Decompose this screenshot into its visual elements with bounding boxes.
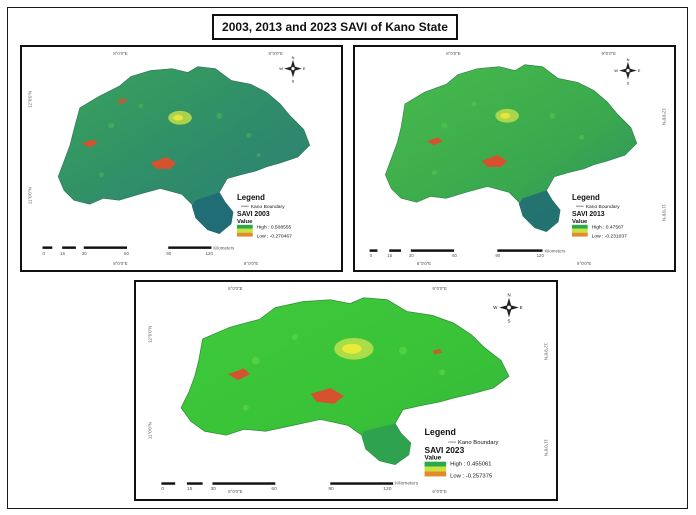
legend-heading: Legend (237, 193, 265, 202)
svg-text:Kilometers: Kilometers (395, 480, 419, 486)
svg-text:12°0'0"N: 12°0'0"N (543, 343, 548, 360)
svg-text:Low : -0.257375: Low : -0.257375 (450, 473, 493, 479)
svg-text:90: 90 (328, 486, 334, 492)
svg-text:Kilometers: Kilometers (544, 248, 566, 253)
svg-text:Kilometers: Kilometers (213, 245, 235, 250)
svg-text:11°0'0"N: 11°0'0"N (148, 422, 153, 439)
svg-text:90: 90 (166, 251, 171, 256)
figure-title: 2003, 2013 and 2023 SAVI of Kano State (212, 14, 458, 40)
legend-2003: Legend Kano Boundary SAVI 2003 Value Hig… (235, 192, 326, 246)
lon-label-top-left: 8°0'0"E (113, 51, 128, 56)
svg-text:Kano Boundary: Kano Boundary (586, 204, 620, 210)
kano-state-map (384, 64, 638, 233)
svg-text:Legend: Legend (572, 193, 600, 202)
svg-text:SAVI 2013: SAVI 2013 (572, 211, 605, 218)
lat-label-upper: 12°0'0"N (28, 91, 33, 108)
svg-text:12°0'0"N: 12°0'0"N (148, 326, 153, 343)
svg-text:9°0'0"E: 9°0'0"E (601, 51, 616, 56)
svg-text:E: E (520, 305, 523, 310)
svg-text:8°0'0"E: 8°0'0"E (228, 286, 243, 291)
map-svg-2023: 8°0'0"E 9°0'0"E 8°0'0"E 9°0'0"E 12°0'0"N… (148, 286, 549, 494)
north-arrow-icon: N S E W (279, 55, 306, 84)
map-svg-2003: 8°0'0"E 9°0'0"E 8°0'0"E 9°0'0"E 12°0'0"N… (28, 51, 326, 266)
svg-text:12°0'0"N: 12°0'0"N (661, 108, 666, 125)
svg-text:8°0'0"E: 8°0'0"E (417, 261, 432, 266)
map-panel-2003: 8°0'0"E 9°0'0"E 8°0'0"E 9°0'0"E 12°0'0"N… (20, 45, 343, 272)
svg-text:9°0'0"E: 9°0'0"E (432, 286, 447, 291)
lon-label-bottom-left: 8°0'0"E (113, 261, 128, 266)
svg-text:15: 15 (387, 253, 392, 258)
svg-text:SAVI 2023: SAVI 2023 (425, 445, 465, 455)
kano-state-map (180, 297, 510, 466)
svg-text:9°0'0"E: 9°0'0"E (432, 489, 447, 494)
svg-text:N: N (292, 55, 295, 60)
kano-state-map (57, 66, 311, 234)
lat-label-lower: 11°0'0"N (28, 187, 33, 204)
svg-text:15: 15 (60, 251, 65, 256)
legend-2013: Legend Kano Boundary SAVI 2013 Value Hig… (570, 188, 661, 244)
figure-title-text: 2003, 2013 and 2023 SAVI of Kano State (222, 20, 448, 34)
svg-text:120: 120 (537, 253, 545, 258)
lon-label-top-right: 9°0'0"E (268, 51, 283, 56)
svg-text:30: 30 (82, 251, 87, 256)
svg-text:Value: Value (425, 455, 442, 462)
scale-bar: 0 15 30 60 90 120 Kilometers (42, 245, 235, 256)
svg-text:W: W (279, 66, 283, 71)
lon-label-bottom-right: 9°0'0"E (244, 261, 259, 266)
svg-text:11°0'0"N: 11°0'0"N (661, 204, 666, 221)
svg-text:S: S (627, 80, 630, 85)
svg-text:W: W (614, 68, 618, 73)
svg-text:0: 0 (161, 486, 164, 492)
svg-text:60: 60 (271, 486, 277, 492)
map-panel-2023: 8°0'0"E 9°0'0"E 8°0'0"E 9°0'0"E 12°0'0"N… (134, 280, 558, 501)
svg-text:Low : -0.231037: Low : -0.231037 (592, 234, 627, 240)
svg-text:8°0'0"E: 8°0'0"E (228, 489, 243, 494)
svg-text:S: S (292, 78, 295, 83)
svg-text:15: 15 (187, 486, 193, 492)
svg-text:W: W (493, 305, 498, 310)
svg-text:120: 120 (383, 486, 391, 492)
svg-text:Legend: Legend (425, 427, 456, 437)
scale-bar: 0 15 30 60 90 120 Kilometers (369, 248, 566, 258)
legend-2023: Legend Kano Boundary SAVI 2023 Value Hig… (420, 421, 545, 483)
legend-boundary-label: Kano Boundary (251, 204, 285, 210)
svg-text:N: N (508, 293, 511, 298)
svg-text:60: 60 (452, 253, 457, 258)
svg-text:Kano Boundary: Kano Boundary (458, 440, 499, 446)
svg-text:S: S (508, 319, 511, 324)
legend-layer-title: SAVI 2003 (237, 211, 270, 218)
svg-text:11°0'0"N: 11°0'0"N (543, 439, 548, 456)
svg-text:9°0'0"E: 9°0'0"E (577, 261, 592, 266)
map-svg-2013: 8°0'0"E 9°0'0"E 8°0'0"E 9°0'0"E 12°0'0"N… (369, 51, 666, 266)
scale-bar: 0 15 30 60 90 120 Kilometers (161, 480, 419, 492)
svg-text:High : 0.47567: High : 0.47567 (592, 225, 624, 231)
north-arrow-icon: N S E W (493, 293, 523, 324)
svg-text:30: 30 (409, 253, 414, 258)
svg-text:E: E (303, 66, 306, 71)
north-arrow-icon: N S E W (614, 57, 641, 86)
svg-text:0: 0 (370, 253, 373, 258)
svg-text:Value: Value (572, 219, 588, 225)
svg-text:8°0'0"E: 8°0'0"E (446, 51, 461, 56)
svg-text:High : 0.455061: High : 0.455061 (450, 462, 491, 468)
svg-text:60: 60 (124, 251, 129, 256)
legend-high: High : 0.508555 (257, 225, 292, 231)
svg-text:30: 30 (210, 486, 216, 492)
svg-text:N: N (627, 57, 630, 62)
svg-text:E: E (638, 68, 641, 73)
svg-text:120: 120 (206, 251, 214, 256)
svg-text:90: 90 (495, 253, 500, 258)
legend-low: Low : -0.270467 (257, 234, 292, 240)
svg-text:0: 0 (42, 251, 45, 256)
map-panel-2013: 8°0'0"E 9°0'0"E 8°0'0"E 9°0'0"E 12°0'0"N… (353, 45, 676, 272)
legend-value-label: Value (237, 219, 253, 225)
